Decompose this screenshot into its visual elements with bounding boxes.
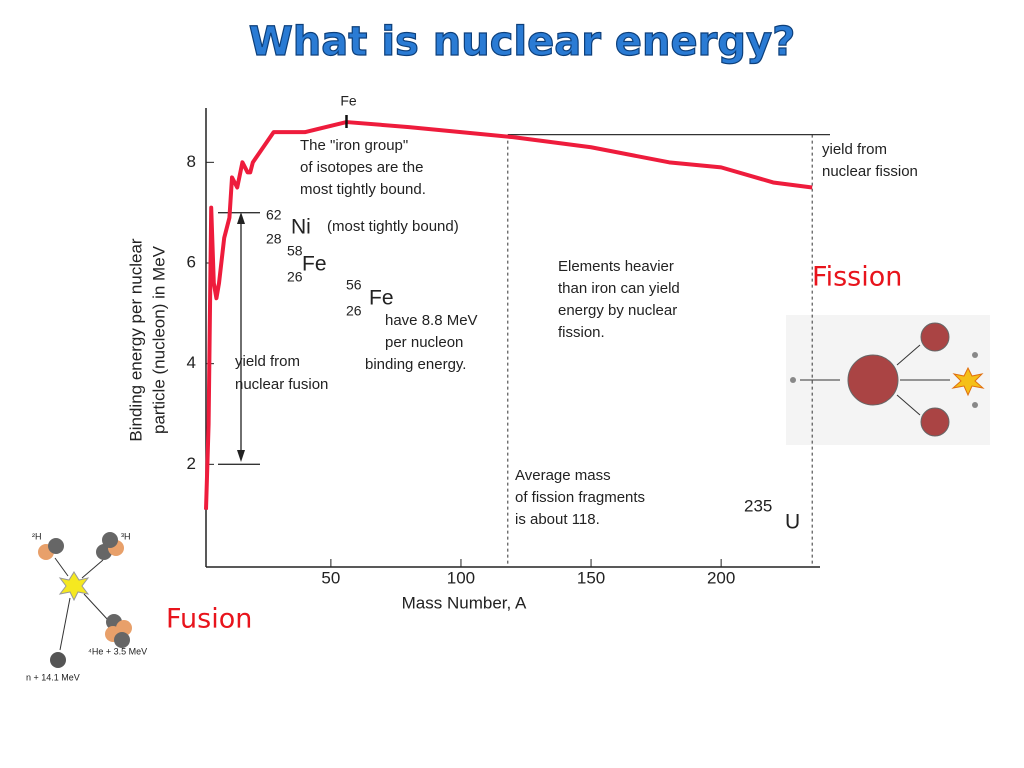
diagram-label: ³H [121, 531, 131, 541]
neutron [972, 352, 978, 358]
annotation: of fission fragments [515, 489, 645, 506]
arrow [59, 597, 71, 651]
neutron [48, 538, 64, 554]
slide-title: What is nuclear energy? [249, 19, 796, 65]
annotation: per nucleon [385, 334, 463, 351]
annotation: have 8.8 MeV [385, 312, 478, 329]
annotation: binding energy. [365, 356, 466, 373]
arrow [54, 557, 69, 577]
diagram-label: n + 14.1 MeV [26, 672, 80, 682]
annotation: Elements heavier [558, 258, 674, 275]
fragment [920, 322, 950, 352]
fragment [920, 407, 950, 437]
annotations: The "iron group" of isotopes are the mos… [235, 137, 918, 534]
fusion-label: Fusion [166, 604, 252, 635]
y-axis-title: Binding energy per nuclear [126, 238, 145, 442]
curve [204, 120, 813, 510]
annotation: Average mass [515, 467, 611, 484]
x-axis-title: Mass Number, A [402, 593, 527, 612]
neutron [102, 532, 118, 548]
x-tick-label: 200 [707, 568, 735, 587]
annotation: 28 [266, 231, 282, 247]
arrow-head [237, 212, 245, 224]
arrow [81, 559, 104, 579]
diagram-label: ²H [32, 531, 42, 541]
annotation: 26 [287, 269, 303, 285]
peak-label: Fe [340, 93, 357, 109]
y-axis-title: particle (nucleon) in MeV [149, 245, 168, 434]
annotation: U [785, 511, 800, 534]
annotation: nuclear fission [822, 163, 918, 180]
diagram-label: ⁴He + 3.5 MeV [88, 646, 147, 656]
annotation: Ni [291, 216, 311, 239]
arrow [896, 394, 921, 416]
arrow [83, 593, 109, 621]
fission-label: Fission [812, 262, 902, 293]
fission-diagram [786, 315, 990, 445]
annotation: 26 [346, 303, 362, 319]
annotation: Fe [302, 253, 327, 276]
annotation: fission. [558, 324, 605, 341]
nucleus [847, 354, 899, 406]
neutron [50, 652, 66, 668]
annotation: Fe [369, 287, 394, 310]
annotation: 56 [346, 277, 362, 293]
annotation: yield from [822, 141, 887, 158]
arrow-head [237, 450, 245, 462]
arrow [896, 344, 921, 366]
energy-burst [951, 366, 985, 397]
annotation: 235 [744, 496, 772, 515]
fusion-diagram: ²H ³H ⁴He + 3.5 MeV n + 14.1 MeV [26, 531, 147, 682]
annotation: energy by nuclear [558, 302, 677, 319]
annotation: of isotopes are the [300, 159, 423, 176]
annotation: nuclear fusion [235, 376, 328, 393]
neutron [790, 377, 796, 383]
annotation: (most tightly bound) [327, 218, 459, 235]
x-tick-label: 100 [447, 568, 475, 587]
y-tick-label: 4 [187, 353, 196, 372]
neutron [114, 632, 130, 648]
neutron [972, 402, 978, 408]
annotation: 58 [287, 243, 303, 259]
annotation: than iron can yield [558, 280, 680, 297]
x-tick-label: 150 [577, 568, 605, 587]
annotation: is about 118. [515, 511, 600, 528]
annotation: most tightly bound. [300, 181, 426, 198]
annotation: yield from [235, 353, 300, 370]
y-tick-label: 8 [187, 152, 196, 171]
x-tick-label: 50 [321, 568, 340, 587]
annotation: The "iron group" [300, 137, 408, 154]
y-tick-label: 6 [187, 252, 196, 271]
burst [58, 571, 90, 602]
y-tick-label: 2 [187, 454, 196, 473]
annotation: 62 [266, 207, 282, 223]
